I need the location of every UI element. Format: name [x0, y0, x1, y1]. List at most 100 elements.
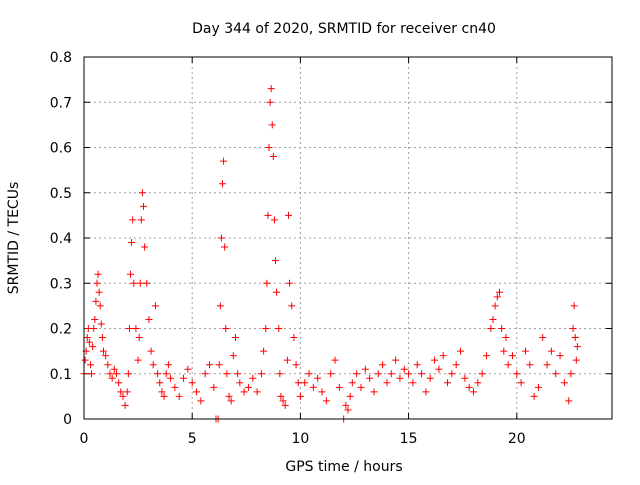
data-point — [327, 370, 335, 378]
data-point — [552, 370, 560, 378]
data-point — [573, 343, 581, 351]
data-point — [346, 392, 354, 400]
data-point — [227, 397, 235, 405]
data-point — [91, 315, 99, 323]
y-tick-label: 0.3 — [50, 276, 72, 292]
data-point — [374, 370, 382, 378]
x-axis-label: GPS time / hours — [285, 459, 402, 475]
data-point — [296, 392, 304, 400]
data-point — [370, 388, 378, 396]
data-point — [565, 397, 573, 405]
data-point — [184, 365, 192, 373]
data-point — [269, 153, 277, 161]
data-point — [290, 334, 298, 342]
data-point — [322, 397, 330, 405]
data-point — [216, 302, 224, 310]
data-point — [309, 383, 317, 391]
data-point — [167, 374, 175, 382]
data-point — [220, 157, 228, 165]
data-point — [218, 180, 226, 188]
data-point — [175, 392, 183, 400]
data-point — [279, 397, 287, 405]
data-point — [95, 288, 103, 296]
data-point — [517, 379, 525, 387]
data-point — [277, 392, 285, 400]
data-point — [197, 397, 205, 405]
data-point — [491, 302, 499, 310]
data-point — [357, 383, 365, 391]
data-point — [234, 370, 242, 378]
data-point — [489, 315, 497, 323]
data-point — [164, 361, 172, 369]
data-point — [143, 279, 151, 287]
data-point — [210, 383, 218, 391]
data-point — [361, 365, 369, 373]
data-point — [379, 361, 387, 369]
data-point — [353, 370, 361, 378]
y-tick-label: 0.4 — [50, 231, 72, 247]
data-point — [264, 211, 272, 219]
data-point — [162, 370, 170, 378]
data-point — [89, 343, 97, 351]
data-point — [93, 279, 101, 287]
data-point — [493, 293, 501, 301]
data-point — [108, 374, 116, 382]
data-point — [130, 279, 138, 287]
data-point — [217, 234, 225, 242]
y-tick-label: 0 — [63, 412, 72, 428]
data-point — [452, 361, 460, 369]
data-point — [366, 374, 374, 382]
data-series-srmtid — [80, 85, 581, 423]
data-point — [268, 121, 276, 129]
data-point — [426, 374, 434, 382]
chart-title: Day 344 of 2020, SRMTID for receiver cn4… — [192, 21, 496, 37]
y-tick-label: 0.5 — [50, 186, 72, 202]
data-point — [495, 288, 503, 296]
data-point — [281, 401, 289, 409]
data-point — [543, 361, 551, 369]
data-point — [193, 388, 201, 396]
data-point — [145, 315, 153, 323]
y-tick-label: 0.8 — [50, 50, 72, 66]
x-tick-label: 10 — [291, 431, 309, 447]
data-point — [487, 325, 495, 332]
data-point — [342, 401, 350, 409]
data-point — [90, 325, 98, 332]
data-point — [283, 356, 291, 364]
data-point — [188, 379, 196, 387]
data-point — [121, 401, 129, 409]
data-point — [439, 352, 447, 360]
data-point — [134, 356, 142, 364]
data-point — [526, 361, 534, 369]
data-point — [457, 347, 465, 355]
data-point — [422, 388, 430, 396]
data-point — [127, 270, 135, 278]
data-point — [448, 370, 456, 378]
data-point — [223, 370, 231, 378]
data-point — [500, 347, 508, 355]
data-point — [444, 379, 452, 387]
data-point — [136, 279, 144, 287]
data-point — [253, 388, 261, 396]
data-point — [229, 352, 237, 360]
data-point — [400, 365, 408, 373]
data-point — [435, 365, 443, 373]
x-tick-label: 5 — [188, 431, 197, 447]
data-point — [257, 370, 265, 378]
data-point — [461, 374, 469, 382]
data-point — [547, 347, 555, 355]
data-point — [567, 370, 575, 378]
data-point — [530, 392, 538, 400]
x-tick-label: 15 — [400, 431, 418, 447]
data-point — [117, 388, 125, 396]
data-point — [240, 388, 248, 396]
data-point — [160, 392, 168, 400]
data-point — [128, 239, 136, 247]
data-point — [265, 144, 273, 151]
data-point — [97, 320, 105, 328]
x-tick-label: 20 — [508, 431, 526, 447]
plot-frame — [83, 56, 613, 420]
data-point — [465, 383, 473, 391]
